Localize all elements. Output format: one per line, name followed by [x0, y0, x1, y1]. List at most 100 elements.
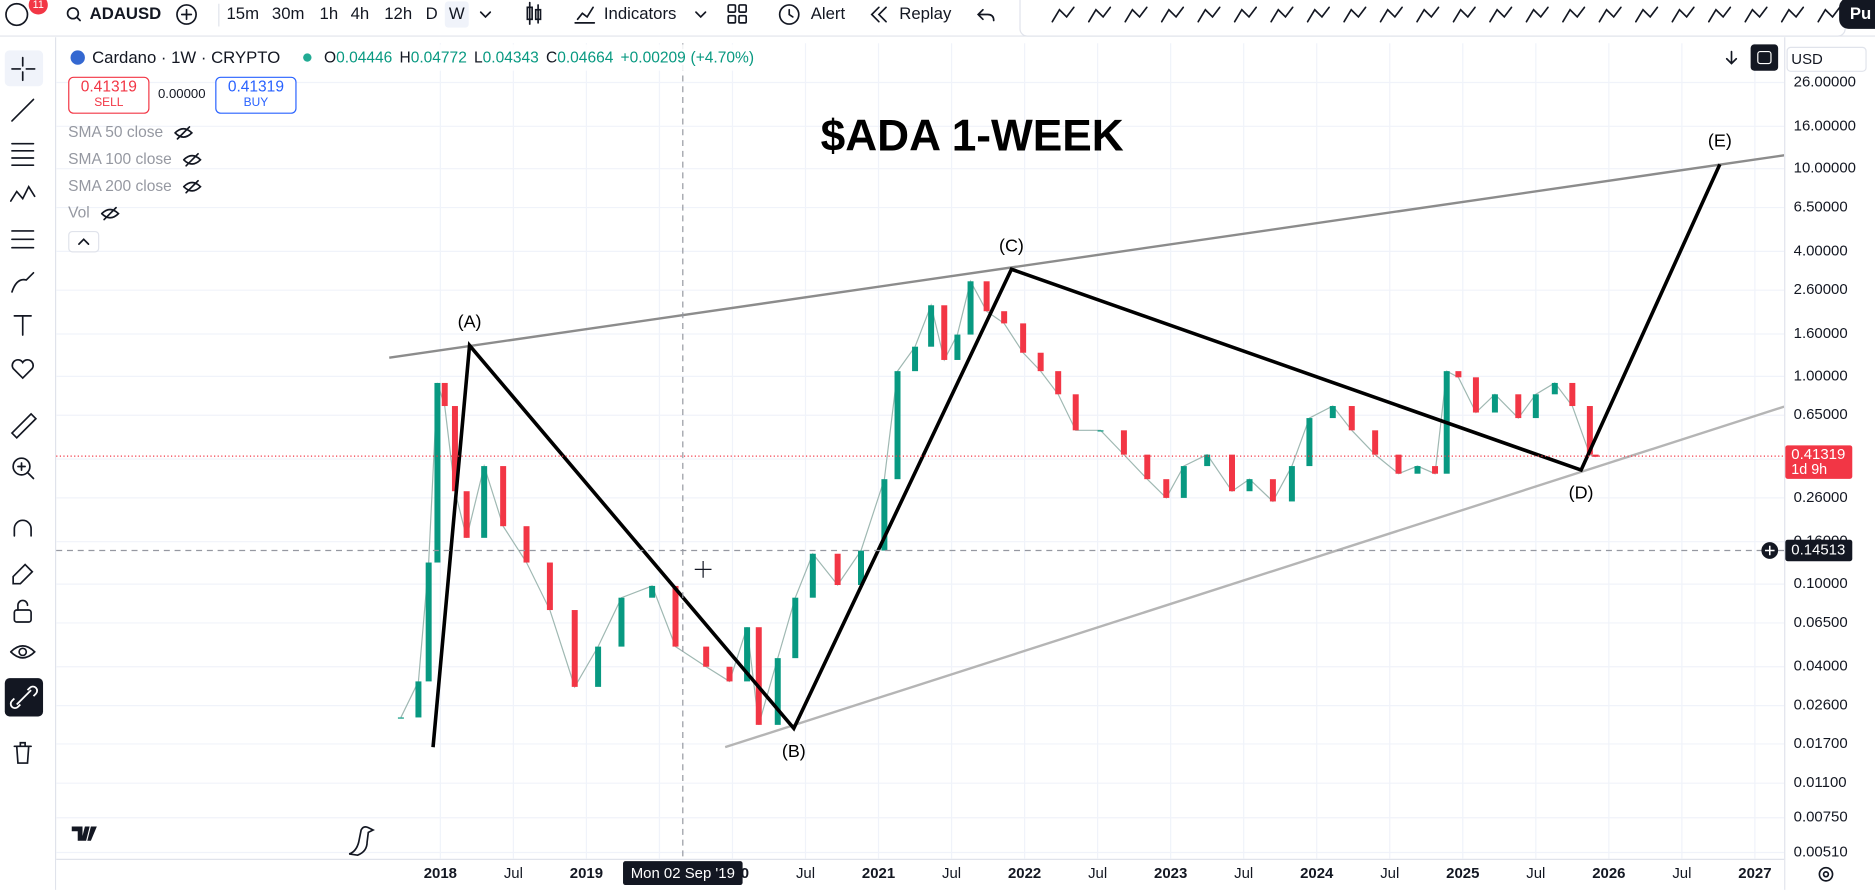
- indicators-button[interactable]: Indicators: [574, 4, 707, 24]
- pattern-tool[interactable]: [9, 184, 36, 202]
- favorites-tool[interactable]: [11, 359, 34, 380]
- drawing-tool[interactable]: [1270, 6, 1294, 23]
- tv-watermark: [71, 826, 97, 841]
- replay-label[interactable]: Replay: [899, 4, 952, 23]
- hide-tool[interactable]: [9, 645, 36, 659]
- indicators-label[interactable]: Indicators: [604, 4, 677, 23]
- interval-menu[interactable]: [479, 11, 492, 19]
- maximize-button[interactable]: [1750, 44, 1779, 71]
- logo[interactable]: 11: [5, 0, 48, 27]
- brush-tool[interactable]: [11, 271, 35, 293]
- visibility-toggle[interactable]: [100, 206, 120, 221]
- candle: [912, 346, 919, 372]
- publish-label[interactable]: Pu: [1850, 4, 1871, 23]
- drawing-tool[interactable]: [1051, 6, 1075, 23]
- axis-settings[interactable]: [1818, 866, 1834, 882]
- drawing-tool[interactable]: [1233, 6, 1258, 23]
- crosshair-tool[interactable]: [4, 50, 44, 87]
- interval[interactable]: 4h: [351, 4, 370, 23]
- indicator[interactable]: SMA 50 close: [68, 124, 163, 141]
- chart-buttons: [1725, 44, 1779, 71]
- link-tool[interactable]: [4, 678, 44, 717]
- interval-active: [444, 1, 469, 28]
- interval[interactable]: 30m: [272, 4, 305, 23]
- drawing-tool[interactable]: [1306, 6, 1330, 23]
- measure-tool[interactable]: [10, 412, 38, 440]
- chart-type[interactable]: [526, 1, 542, 25]
- visibility-toggle[interactable]: [182, 152, 202, 167]
- scroll-button[interactable]: [1725, 50, 1738, 65]
- undo[interactable]: [976, 8, 995, 22]
- drawing-tool[interactable]: [1562, 6, 1586, 23]
- drawing-tool[interactable]: [1598, 6, 1622, 23]
- interval[interactable]: W: [449, 4, 465, 23]
- drawing-tool[interactable]: [1197, 6, 1221, 23]
- drawing-tool[interactable]: [1416, 6, 1440, 23]
- symbol[interactable]: ADAUSD: [90, 4, 162, 23]
- trend-line-tool[interactable]: [11, 98, 35, 122]
- zoom-tool[interactable]: [12, 457, 35, 480]
- buy-price[interactable]: 0.41319: [228, 79, 284, 96]
- buy-label[interactable]: BUY: [244, 95, 269, 109]
- layouts[interactable]: [727, 4, 748, 24]
- collapse-legend[interactable]: [68, 230, 100, 253]
- projection-tool[interactable]: [11, 230, 35, 249]
- text-tool[interactable]: [13, 315, 32, 336]
- currency[interactable]: USD: [1791, 51, 1823, 68]
- remove-tool[interactable]: [13, 741, 32, 764]
- sell-label[interactable]: SELL: [94, 95, 124, 109]
- fib-tool[interactable]: [11, 142, 35, 167]
- symbol-search[interactable]: ADAUSD: [66, 4, 162, 23]
- y-tick-label: 0.02600: [1794, 697, 1848, 714]
- interval[interactable]: 1h: [320, 4, 339, 23]
- drawing-tool[interactable]: [1744, 6, 1768, 23]
- badge: 11: [33, 0, 44, 11]
- alert-label[interactable]: Alert: [811, 4, 846, 23]
- sell-price[interactable]: 0.41319: [81, 79, 137, 96]
- x-tick-label: Jul: [504, 865, 523, 882]
- indicator[interactable]: Vol: [68, 205, 90, 222]
- indicator[interactable]: SMA 200 close: [68, 178, 172, 195]
- buy-button[interactable]: 0.41319 BUY: [215, 76, 297, 114]
- drawing-tool[interactable]: [1489, 6, 1513, 23]
- drawing-tool[interactable]: [1160, 6, 1185, 23]
- dino-icon[interactable]: [348, 826, 375, 857]
- add-symbol[interactable]: [176, 4, 197, 25]
- candle: [463, 491, 470, 538]
- drawing-tool[interactable]: [1452, 6, 1476, 23]
- ohlc-label: C: [546, 50, 557, 67]
- visibility-toggle[interactable]: [174, 126, 194, 140]
- currency-select[interactable]: [1786, 46, 1867, 72]
- drawing-tool[interactable]: [1635, 6, 1659, 23]
- visibility-toggle[interactable]: [182, 179, 202, 194]
- add-alert-plus[interactable]: [1764, 545, 1775, 556]
- symbol-name[interactable]: Cardano · 1W · CRYPTO: [92, 48, 280, 67]
- last-price-label: 0.41319: [1791, 446, 1845, 463]
- magnet-tool[interactable]: [13, 519, 32, 537]
- candle: [1329, 406, 1336, 419]
- interval[interactable]: 12h: [384, 4, 412, 23]
- candle: [744, 627, 751, 682]
- drawing-tool[interactable]: [1671, 6, 1695, 23]
- interval[interactable]: D: [426, 4, 438, 23]
- indicator[interactable]: SMA 100 close: [68, 151, 172, 168]
- lock-tool[interactable]: [13, 599, 32, 623]
- header-bg: [57, 44, 775, 71]
- interval[interactable]: 15m: [226, 4, 259, 23]
- drawing-tool[interactable]: [1379, 6, 1403, 23]
- drawing-tool[interactable]: [1707, 6, 1732, 23]
- draw-mode-tool[interactable]: [12, 563, 34, 585]
- drawing-tool[interactable]: [1343, 6, 1367, 23]
- drawing-tool[interactable]: [1817, 6, 1841, 23]
- candle: [1395, 454, 1402, 474]
- wave-label: (A): [458, 311, 482, 331]
- drawing-tool[interactable]: [1525, 6, 1549, 23]
- drawing-tool[interactable]: [1087, 6, 1112, 23]
- replay-button[interactable]: Replay: [870, 4, 952, 23]
- drawing-tool[interactable]: [1780, 6, 1805, 23]
- drawing-tool[interactable]: [1124, 6, 1148, 23]
- alert-button[interactable]: Alert: [778, 4, 846, 25]
- publish-button[interactable]: Pu: [1839, 0, 1875, 29]
- sell-button[interactable]: 0.41319 SELL: [68, 76, 150, 114]
